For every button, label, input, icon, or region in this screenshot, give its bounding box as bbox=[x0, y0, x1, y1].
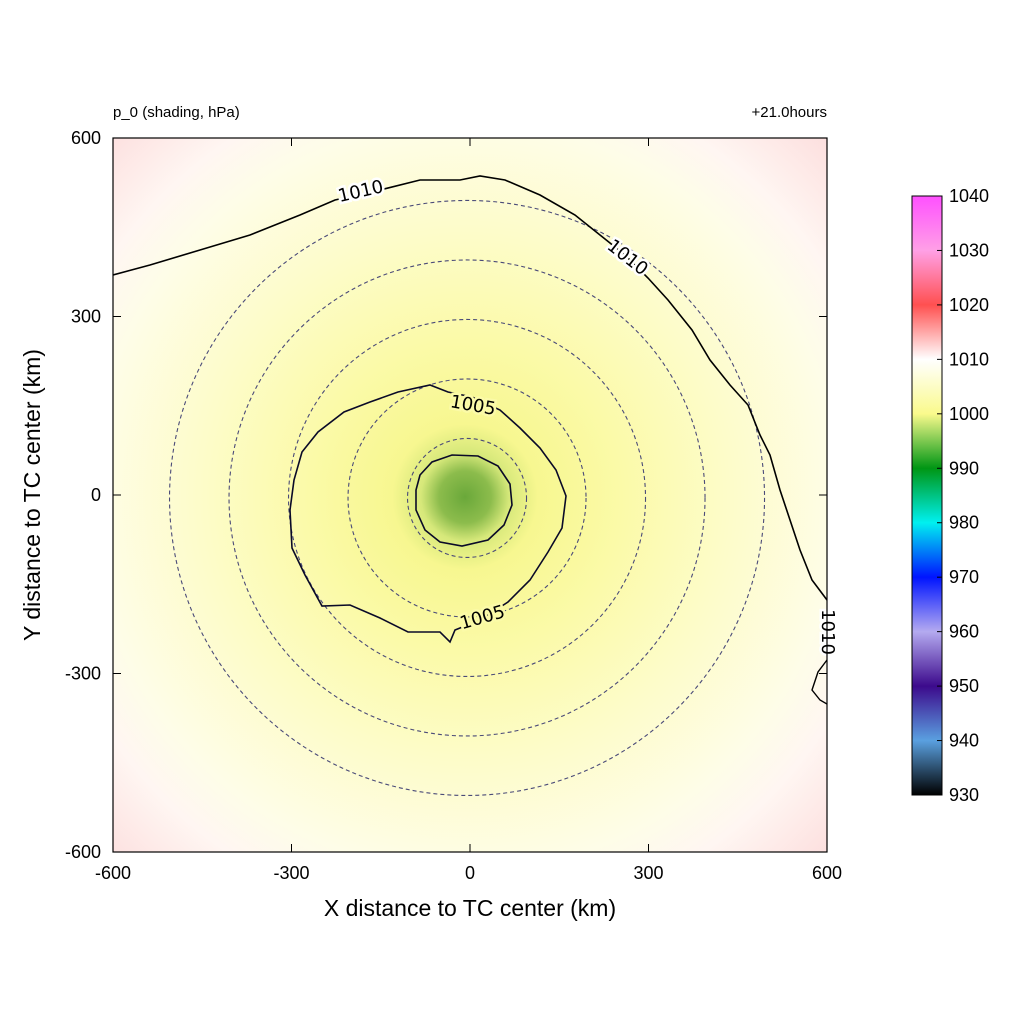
colorbar-tick-label: 1020 bbox=[949, 295, 989, 315]
plot-title-right: +21.0hours bbox=[752, 104, 827, 121]
colorbar-tick-label: 930 bbox=[949, 785, 979, 805]
range-circle-500km bbox=[168, 199, 766, 797]
x-tick-label: 300 bbox=[633, 863, 663, 883]
colorbar-tick-label: 1010 bbox=[949, 349, 989, 369]
colorbar-tick-label: 990 bbox=[949, 458, 979, 478]
x-tick-label: -600 bbox=[95, 863, 131, 883]
range-circles bbox=[168, 199, 766, 797]
y-axis: 600 300 0 -300 -600 bbox=[65, 128, 827, 862]
x-tick-label: 600 bbox=[812, 863, 842, 883]
colorbar-tick-label: 940 bbox=[949, 731, 979, 751]
colorbar-tick-label: 1030 bbox=[949, 240, 989, 260]
contour-1005 bbox=[289, 384, 567, 644]
colorbar bbox=[911, 195, 943, 796]
x-tick-label: 0 bbox=[465, 863, 475, 883]
y-tick-label: -600 bbox=[65, 842, 101, 862]
range-circle-100km bbox=[406, 437, 528, 559]
colorbar-tick-label: 960 bbox=[949, 622, 979, 642]
x-axis-title: X distance to TC center (km) bbox=[324, 895, 616, 921]
plot-title-left: p_0 (shading, hPa) bbox=[113, 104, 240, 121]
y-tick-label: -300 bbox=[65, 664, 101, 684]
range-circle-200km bbox=[347, 378, 587, 618]
pressure-shading bbox=[113, 138, 827, 852]
y-tick-label: 0 bbox=[91, 485, 101, 505]
x-axis: -600 -300 0 300 600 bbox=[95, 138, 842, 883]
y-axis-title: Y distance to TC center (km) bbox=[19, 349, 45, 641]
colorbar-tick-label: 970 bbox=[949, 567, 979, 587]
colorbar-tick-label: 1040 bbox=[949, 186, 989, 206]
colorbar-ticks: 1040 1030 1020 1010 1000 990 980 970 960 950 940 93… bbox=[937, 186, 989, 805]
colorbar-tick-label: 980 bbox=[949, 513, 979, 533]
x-tick-label: -300 bbox=[273, 863, 309, 883]
y-tick-label: 600 bbox=[71, 128, 101, 148]
y-tick-label: 300 bbox=[71, 307, 101, 327]
colorbar-tick-label: 1000 bbox=[949, 404, 989, 424]
colorbar-tick-label: 950 bbox=[949, 676, 979, 696]
contour-1010-fragment bbox=[811, 659, 827, 705]
contour-inner-core bbox=[415, 454, 513, 547]
range-circle-400km bbox=[228, 259, 706, 737]
contour-1010 bbox=[113, 175, 827, 601]
range-circle-300km bbox=[287, 318, 647, 678]
